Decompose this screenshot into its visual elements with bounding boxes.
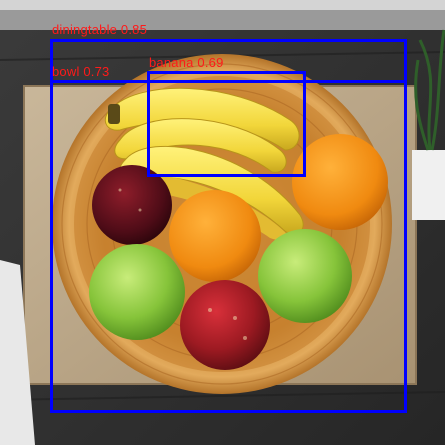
detection-class: diningtable — [52, 22, 118, 37]
detection-label-bowl: bowl 0.73 — [52, 65, 109, 78]
detection-score: 0.69 — [197, 55, 224, 70]
detection-score: 0.85 — [120, 22, 148, 37]
detection-label-banana: banana 0.69 — [149, 56, 224, 69]
detection-label-diningtable: diningtable 0.85 — [52, 23, 147, 36]
bounding-box-bowl — [50, 80, 407, 413]
bounding-box-banana — [147, 71, 306, 177]
detection-score: 0.73 — [83, 64, 110, 79]
detection-class: banana — [149, 55, 194, 70]
detection-class: bowl — [52, 64, 80, 79]
